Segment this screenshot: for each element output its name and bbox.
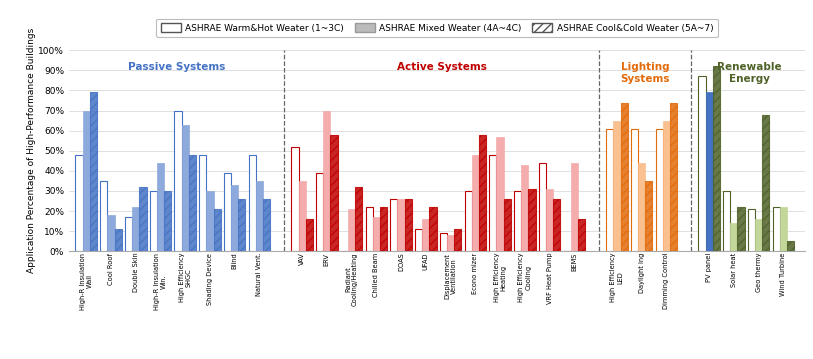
Bar <box>164 191 172 251</box>
Text: Active Systems: Active Systems <box>397 62 487 72</box>
Bar <box>422 219 429 251</box>
Bar <box>249 155 256 251</box>
Bar <box>175 111 181 251</box>
Bar <box>613 121 620 251</box>
Bar <box>405 199 412 251</box>
Bar <box>355 187 363 251</box>
Bar <box>528 189 536 251</box>
Bar <box>755 219 762 251</box>
Bar <box>415 229 422 251</box>
Bar <box>380 207 387 251</box>
Bar <box>553 199 560 251</box>
Bar <box>181 125 189 251</box>
Bar <box>620 103 628 251</box>
Bar <box>256 181 263 251</box>
Bar <box>372 217 380 251</box>
Bar <box>100 181 107 251</box>
Bar <box>207 191 214 251</box>
Bar <box>107 215 115 251</box>
Bar <box>780 207 787 251</box>
Bar <box>324 111 330 251</box>
Bar <box>214 209 220 251</box>
Bar <box>472 155 479 251</box>
Bar <box>748 209 755 251</box>
Bar <box>76 155 83 251</box>
Bar <box>497 137 503 251</box>
Bar <box>390 199 398 251</box>
Bar <box>606 129 613 251</box>
Bar <box>762 115 769 251</box>
Bar <box>298 181 306 251</box>
Bar <box>115 229 122 251</box>
Text: Renewable
Energy: Renewable Energy <box>718 62 782 84</box>
Bar <box>224 173 231 251</box>
Bar <box>238 199 246 251</box>
Bar <box>737 207 745 251</box>
Bar <box>366 207 372 251</box>
Legend: ASHRAE Warm&Hot Weater (1~3C), ASHRAE Mixed Weater (4A~4C), ASHRAE Cool&Cold Wea: ASHRAE Warm&Hot Weater (1~3C), ASHRAE Mi… <box>156 19 718 37</box>
Bar <box>663 121 670 251</box>
Bar <box>447 235 454 251</box>
Bar <box>713 66 720 251</box>
Bar <box>133 207 139 251</box>
Bar <box>429 207 437 251</box>
Y-axis label: Application Percentage of High-Performance Buildings: Application Percentage of High-Performan… <box>27 28 36 274</box>
Bar <box>730 223 737 251</box>
Bar <box>199 155 207 251</box>
Bar <box>440 233 447 251</box>
Bar <box>479 135 486 251</box>
Bar <box>787 241 794 251</box>
Bar <box>578 219 585 251</box>
Bar <box>638 163 646 251</box>
Bar <box>348 209 355 251</box>
Bar <box>125 217 133 251</box>
Bar <box>546 189 553 251</box>
Bar <box>83 111 90 251</box>
Bar <box>316 173 324 251</box>
Bar <box>306 219 313 251</box>
Bar <box>139 187 146 251</box>
Bar <box>646 181 653 251</box>
Bar <box>723 191 730 251</box>
Bar <box>157 163 164 251</box>
Bar <box>263 199 270 251</box>
Bar <box>514 191 521 251</box>
Bar <box>521 165 528 251</box>
Bar <box>655 129 663 251</box>
Bar <box>398 199 405 251</box>
Bar <box>189 155 196 251</box>
Bar <box>571 163 578 251</box>
Text: Passive Systems: Passive Systems <box>128 62 225 72</box>
Bar <box>454 229 461 251</box>
Bar <box>330 135 337 251</box>
Text: Lighting
Systems: Lighting Systems <box>620 62 670 84</box>
Bar <box>150 191 157 251</box>
Bar <box>631 129 638 251</box>
Bar <box>503 199 511 251</box>
Bar <box>90 93 97 251</box>
Bar <box>539 163 546 251</box>
Bar <box>231 185 238 251</box>
Bar <box>670 103 677 251</box>
Bar <box>706 93 713 251</box>
Bar <box>698 76 706 251</box>
Bar <box>772 207 780 251</box>
Bar <box>291 147 298 251</box>
Bar <box>464 191 472 251</box>
Bar <box>489 155 497 251</box>
